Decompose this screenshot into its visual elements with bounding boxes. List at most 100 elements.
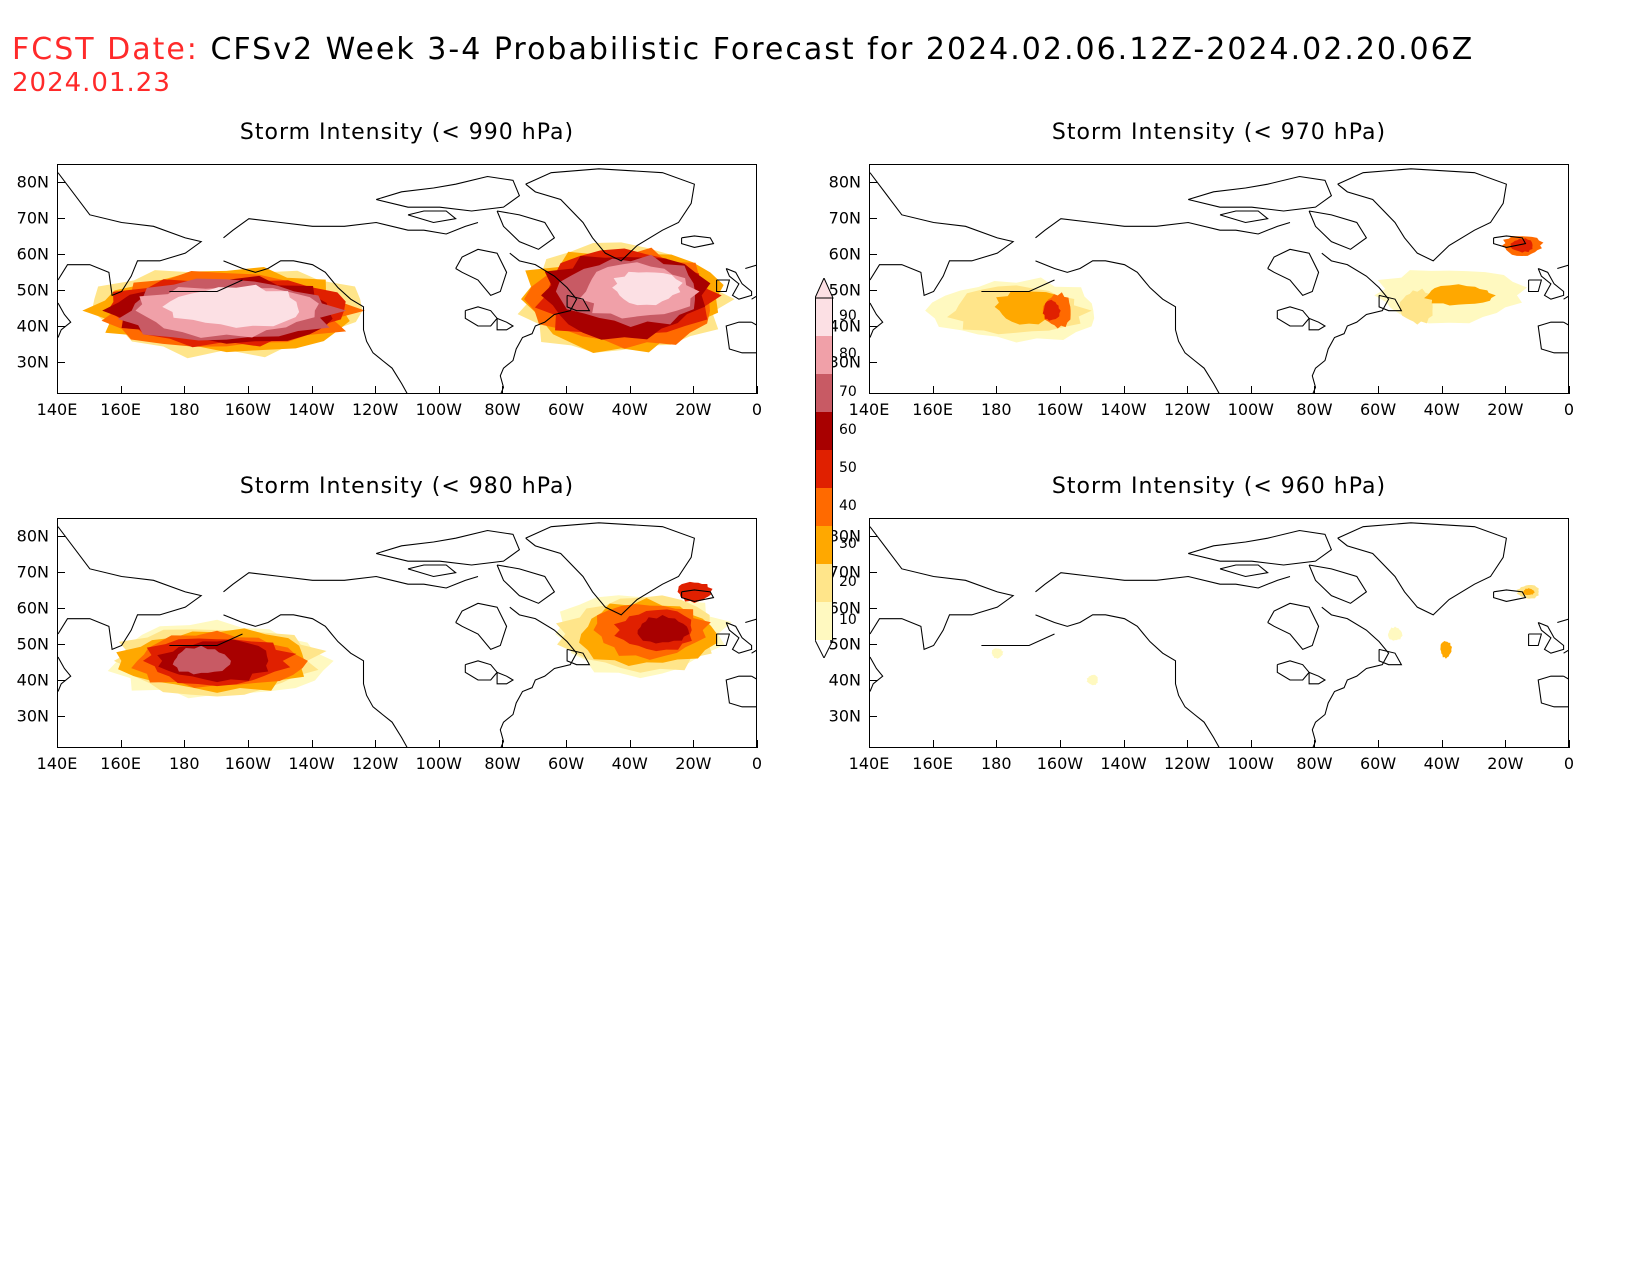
lon-tick: [311, 386, 313, 394]
panel-title: Storm Intensity (< 980 hPa): [239, 474, 575, 499]
map-plot: [57, 518, 757, 748]
lat-tick-label: 70N: [828, 208, 861, 228]
lon-tick-label: 60W: [547, 400, 585, 419]
lat-tick: [57, 608, 65, 609]
coastline: [223, 260, 408, 393]
lon-tick-label: 160W: [224, 400, 272, 419]
lon-tick: [629, 386, 631, 394]
panel-980: Storm Intensity (< 980 hPa) 80N 70N 60N 50N…: [17, 474, 762, 778]
colorbar: 90 80 70 60 50 40 30 20 10: [815, 278, 857, 658]
lon-tick: [629, 740, 631, 748]
colorbar-label: 70: [839, 384, 857, 400]
lon-tick: [1441, 740, 1443, 748]
lat-tick: [57, 326, 65, 327]
coastline: [716, 633, 731, 647]
coastline: [725, 675, 756, 708]
lat-tick: [869, 680, 877, 681]
coastline: [870, 172, 1015, 297]
lat-tick: [57, 182, 65, 183]
lon-tick-label: 140E: [848, 400, 890, 419]
coastline: [376, 175, 521, 212]
lat-tick-label: 50N: [828, 280, 861, 300]
lon-tick: [1059, 386, 1061, 394]
lon-tick-label: 40W: [611, 754, 648, 773]
lon-tick: [438, 386, 440, 394]
lon-tick: [1059, 740, 1061, 748]
lat-tick-label: 40N: [16, 316, 49, 336]
coastline: [1276, 306, 1310, 327]
panel-title: Storm Intensity (< 990 hPa): [239, 120, 575, 145]
coastline: [376, 529, 521, 566]
coastline: [1493, 235, 1527, 248]
colorbar-arrows: [815, 278, 834, 658]
lon-tick: [1123, 386, 1125, 394]
map-plot: [869, 164, 1569, 394]
lon-tick-label: 100W: [1227, 754, 1274, 773]
probability-contour: [162, 284, 300, 328]
lat-tick: [57, 644, 65, 645]
coastline: [1308, 210, 1368, 250]
lon-tick-label: 80W: [484, 754, 521, 773]
coastline: [1537, 622, 1565, 654]
lat-tick-label: 50N: [16, 280, 49, 300]
coastline: [1276, 660, 1310, 681]
lon-tick-label: 20W: [1487, 400, 1524, 419]
coastline: [745, 264, 756, 300]
lon-tick-label: 80W: [1296, 754, 1333, 773]
map-canvas: [870, 522, 1568, 747]
coastline: [525, 168, 696, 262]
lon-tick: [57, 740, 58, 748]
lon-tick: [1378, 386, 1380, 394]
colorbar-label: 10: [839, 612, 857, 628]
lon-tick-label: 140W: [1100, 754, 1147, 773]
lon-tick: [1250, 386, 1252, 394]
coastline: [1308, 564, 1368, 604]
coastline: [1337, 168, 1508, 262]
lon-tick-label: 180: [980, 754, 1012, 773]
lat-tick: [869, 254, 877, 255]
coastline: [1035, 260, 1220, 393]
coastline: [1035, 218, 1291, 239]
coastline: [1557, 264, 1568, 300]
forecast-title: CFSv2 Week 3-4 Probabilistic Forecast fo…: [210, 32, 1475, 67]
lat-tick: [57, 716, 65, 717]
lon-tick: [1187, 386, 1189, 394]
lon-tick: [757, 740, 758, 748]
lon-tick-label: 120W: [1163, 754, 1211, 773]
lat-tick: [57, 218, 65, 219]
lat-tick-label: 80N: [828, 172, 861, 192]
coastline: [1219, 210, 1269, 224]
coastline: [981, 633, 1055, 647]
lon-tick-label: 120W: [351, 400, 399, 419]
coastline: [407, 564, 457, 578]
probability-contour: [677, 581, 713, 604]
lon-tick: [1314, 740, 1316, 748]
colorbar-label: 50: [839, 460, 857, 476]
lon-tick: [1250, 740, 1252, 748]
coastline: [223, 614, 408, 747]
colorbar-label: 60: [839, 422, 857, 438]
lon-tick: [184, 740, 186, 748]
coastline: [1537, 321, 1568, 354]
coastline: [1219, 564, 1269, 578]
lon-tick-label: 20W: [1487, 754, 1524, 773]
probability-contour: [1399, 288, 1433, 325]
coastline: [169, 633, 243, 647]
lat-tick-label: 70N: [16, 208, 49, 228]
lon-tick-label: 140E: [36, 400, 78, 419]
lon-tick-label: 180: [168, 400, 200, 419]
fcst-date-value: 2024.01.23: [12, 68, 171, 98]
header-title-line: FCST Date: CFSv2 Week 3-4 Probabilistic …: [12, 32, 1474, 67]
lat-tick: [869, 608, 877, 609]
fcst-date-label: FCST Date:: [12, 32, 199, 67]
coastline: [725, 321, 756, 354]
lon-tick: [1378, 740, 1380, 748]
probability-contour: [612, 271, 683, 306]
coastline: [169, 279, 243, 293]
coastline: [870, 526, 1015, 651]
lon-tick-label: 100W: [415, 400, 462, 419]
probability-contour: [637, 615, 690, 644]
lat-tick: [869, 572, 877, 573]
coastline: [496, 671, 515, 685]
lat-tick: [57, 362, 65, 363]
